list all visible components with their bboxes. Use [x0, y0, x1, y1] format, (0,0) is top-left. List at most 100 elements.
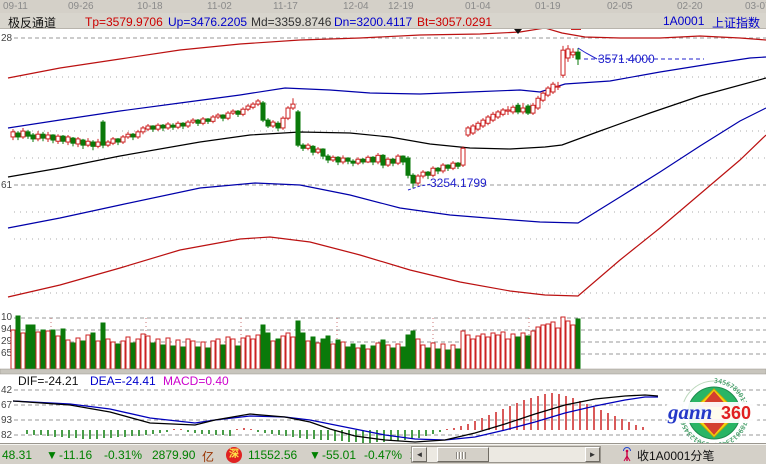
volume-bar: [430, 342, 436, 370]
date-tick: 11-17: [273, 1, 298, 12]
volume-bar: [460, 330, 466, 370]
volume-bar: [335, 339, 341, 370]
candle: [285, 107, 291, 119]
receive-status-label[interactable]: 收1A0001分笔: [637, 449, 715, 463]
volume-bar: [220, 344, 226, 370]
dea-value: DEA=-24.41: [90, 374, 156, 388]
candle: [40, 133, 46, 139]
candle: [230, 110, 236, 114]
candle: [435, 167, 441, 172]
candle: [220, 114, 226, 119]
volume-bar: [285, 332, 291, 370]
volume-bar: [455, 348, 461, 370]
indicator-value: Dn=3200.4117: [334, 15, 413, 29]
volume-bar: [550, 321, 556, 370]
candle: [495, 111, 501, 118]
volume-bar: [245, 335, 251, 370]
volume-bar: [200, 341, 206, 370]
indicator-value: Bt=3057.0291: [417, 15, 493, 29]
volume-bar: [530, 330, 536, 370]
candle: [180, 122, 186, 127]
volume-bar: [290, 336, 296, 370]
candle: [440, 164, 446, 172]
volume-bar: [415, 338, 421, 370]
volume-bar: [255, 334, 261, 370]
date-tick: 10-18: [137, 1, 163, 12]
volume-axis-label: 10: [1, 312, 13, 323]
scrollbar-track[interactable]: [427, 447, 585, 462]
candle: [175, 122, 181, 128]
volume-bar: [570, 324, 576, 370]
candle: [565, 48, 571, 59]
volume-bar: [265, 332, 271, 370]
candle: [425, 171, 431, 176]
indicator-value: Md=3359.8746: [251, 15, 332, 29]
candle: [120, 136, 126, 143]
scroll-right-button[interactable]: ►: [585, 447, 600, 462]
candle: [280, 117, 286, 129]
volume-bar: [495, 334, 501, 370]
volume-bar: [215, 338, 221, 370]
volume-bar: [205, 347, 211, 370]
candle: [505, 109, 511, 112]
volume-bar: [390, 347, 396, 370]
volume-bar: [490, 332, 496, 370]
symbol-name[interactable]: 上证指数: [712, 16, 761, 30]
volume-bar: [375, 342, 381, 370]
channel-line-bt: [7, 134, 766, 298]
price-axis-label: 61: [1, 180, 13, 191]
candle: [250, 103, 256, 108]
volume-bars: [10, 315, 581, 370]
candle: [35, 133, 41, 140]
volume-bar: [105, 338, 111, 370]
candle: [320, 148, 326, 157]
main-chart[interactable]: 28 61 10 94 29 65 3571.4000 3254.1799 42 67 93 82 D…: [0, 29, 766, 449]
logo-band: [664, 402, 760, 423]
candle: [420, 171, 426, 177]
candle: [525, 105, 531, 114]
channel-line-md: [7, 77, 766, 178]
volume-bar: [510, 333, 516, 370]
volume-bar: [575, 318, 581, 370]
candle: [390, 158, 396, 164]
candle: [500, 109, 506, 115]
volume-bar: [545, 323, 551, 370]
macd-axis-label: 67: [1, 400, 13, 411]
candle: [200, 118, 206, 124]
candle: [90, 141, 96, 147]
volume-bar: [170, 345, 176, 370]
indicator-name: 极反通道: [8, 16, 57, 30]
volume-bar: [210, 340, 216, 370]
panel-splitter[interactable]: [0, 368, 766, 375]
candle: [290, 103, 296, 109]
scroll-left-button[interactable]: ◄: [412, 447, 427, 462]
channel-line-dn: [7, 107, 766, 229]
candle: [190, 119, 196, 123]
candle: [330, 156, 336, 161]
horizontal-scrollbar[interactable]: ◄ ►: [411, 446, 601, 463]
candle: [395, 155, 401, 164]
candle: [445, 164, 451, 169]
date-tick: 09-26: [68, 1, 94, 12]
dif-value: DIF=-24.21: [18, 374, 79, 388]
candle: [455, 162, 461, 167]
status-value: 11552.56: [248, 448, 298, 462]
date-axis: 09-11 09-26 10-18 11-02 11-17 12-04 12-19 01-04…: [0, 0, 766, 13]
volume-bar: [85, 334, 91, 370]
candle: [410, 174, 416, 184]
volume-bar: [405, 334, 411, 370]
volume-bar: [420, 344, 426, 370]
shenzhen-badge[interactable]: 深: [226, 447, 242, 463]
candle: [295, 111, 301, 146]
volume-bar: [90, 332, 96, 370]
date-tick: 01-04: [465, 1, 491, 12]
candle: [270, 121, 276, 127]
volume-bar: [30, 324, 36, 370]
date-tick: 12-19: [388, 1, 414, 12]
scrollbar-thumb[interactable]: [437, 447, 489, 462]
candle: [160, 124, 166, 129]
volume-bar: [385, 344, 391, 370]
candle: [305, 144, 311, 149]
